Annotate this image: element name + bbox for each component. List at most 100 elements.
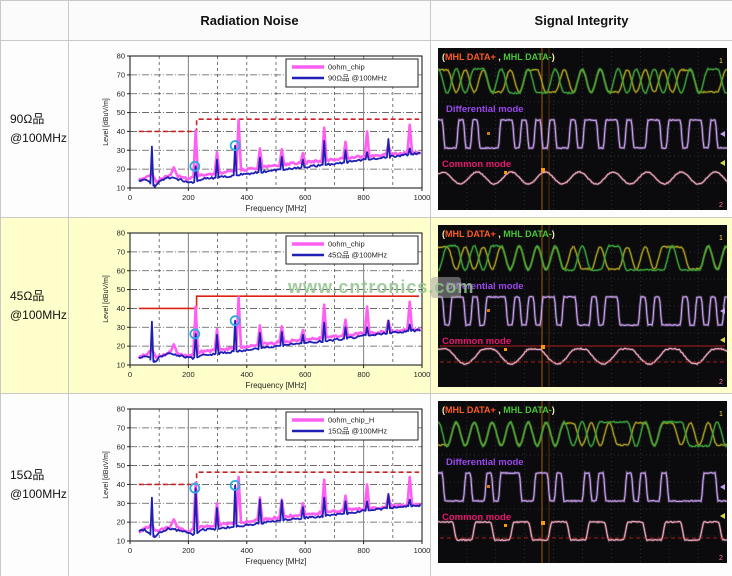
svg-text:400: 400 xyxy=(241,193,254,202)
svg-text:0: 0 xyxy=(128,370,132,379)
impedance-label: 45Ω品 xyxy=(10,288,45,303)
radiation-chart-45ohm: 10 20 30 40 50 60 70 80 0 200 400 600 800 1000 Frequen… xyxy=(100,225,430,396)
signal-integrity-title: Signal Integrity xyxy=(534,13,629,28)
signal-integrity-cell-45ohm: (MHL DATA+ , MHL DATA-) Differential mode… xyxy=(431,218,732,394)
svg-text:0ohm_chip_H: 0ohm_chip_H xyxy=(328,416,374,425)
svg-text:60: 60 xyxy=(117,89,125,98)
svg-text:60: 60 xyxy=(117,442,125,451)
oscilloscope-15ohm: (MHL DATA+ , MHL DATA-) Differential mode… xyxy=(437,401,728,568)
svg-text:200: 200 xyxy=(182,370,195,379)
radiation-noise-title: Radiation Noise xyxy=(200,13,299,28)
svg-text:20: 20 xyxy=(117,342,125,351)
watermark-backdrop xyxy=(431,277,461,298)
svg-text:10: 10 xyxy=(117,184,125,193)
svg-text:80: 80 xyxy=(117,229,125,238)
svg-text:Differential mode: Differential mode xyxy=(446,281,524,292)
svg-text:40: 40 xyxy=(117,480,125,489)
svg-text:Frequency [MHz]: Frequency [MHz] xyxy=(246,557,307,566)
svg-text:Level [dBuV/m]: Level [dBuV/m] xyxy=(103,451,110,499)
radiation-chart-90ohm: 10 20 30 40 50 60 70 80 0 200 400 600 800 1000 Frequen… xyxy=(100,48,430,219)
svg-text:Level [dBuV/m]: Level [dBuV/m] xyxy=(103,275,110,323)
svg-text:(MHL DATA+ , MHL DATA-): (MHL DATA+ , MHL DATA-) xyxy=(442,229,555,239)
svg-text:0ohm_chip: 0ohm_chip xyxy=(328,240,365,249)
column-header-signal-integrity: Signal Integrity xyxy=(431,1,732,41)
row-label-15ohm: 15Ω品 @100MHz xyxy=(1,394,69,576)
svg-text:60: 60 xyxy=(117,266,125,275)
radiation-chart-15ohm: 10 20 30 40 50 60 70 80 0 200 400 600 800 1000 Frequen… xyxy=(100,401,430,572)
svg-text:1000: 1000 xyxy=(414,370,430,379)
svg-text:50: 50 xyxy=(117,108,125,117)
svg-text:2: 2 xyxy=(719,202,723,209)
radiation-chart-cell-15ohm: 10 20 30 40 50 60 70 80 0 200 400 600 800 1000 Frequen… xyxy=(69,394,431,576)
oscilloscope-90ohm: (MHL DATA+ , MHL DATA-) Differential mode… xyxy=(437,48,728,215)
oscilloscope-svg: (MHL DATA+ , MHL DATA-) Differential mode… xyxy=(437,48,728,210)
svg-text:800: 800 xyxy=(357,370,370,379)
svg-text:600: 600 xyxy=(299,193,312,202)
svg-text:0: 0 xyxy=(128,546,132,555)
svg-text:10: 10 xyxy=(117,361,125,370)
svg-text:70: 70 xyxy=(117,423,125,432)
svg-text:1: 1 xyxy=(719,411,723,418)
svg-text:70: 70 xyxy=(117,247,125,256)
svg-text:2: 2 xyxy=(719,379,723,386)
svg-text:30: 30 xyxy=(117,323,125,332)
svg-text:400: 400 xyxy=(241,370,254,379)
column-header-radiation-noise: Radiation Noise xyxy=(69,1,431,41)
svg-text:40: 40 xyxy=(117,127,125,136)
svg-text:1000: 1000 xyxy=(414,193,430,202)
svg-text:800: 800 xyxy=(357,193,370,202)
svg-text:0: 0 xyxy=(128,193,132,202)
frequency-label: @100MHz xyxy=(10,487,67,501)
svg-text:1000: 1000 xyxy=(414,546,430,555)
signal-integrity-cell-90ohm: (MHL DATA+ , MHL DATA-) Differential mode… xyxy=(431,41,732,218)
impedance-label: 90Ω品 xyxy=(10,112,45,127)
svg-text:70: 70 xyxy=(117,70,125,79)
svg-text:600: 600 xyxy=(299,546,312,555)
svg-text:0ohm_chip: 0ohm_chip xyxy=(328,63,365,72)
svg-text:(MHL DATA+ , MHL DATA-): (MHL DATA+ , MHL DATA-) xyxy=(442,52,555,62)
svg-text:40: 40 xyxy=(117,304,125,313)
svg-text:90Ω品 @100MHz: 90Ω品 @100MHz xyxy=(328,74,387,83)
svg-text:30: 30 xyxy=(117,499,125,508)
svg-text:Frequency [MHz]: Frequency [MHz] xyxy=(246,381,307,390)
svg-text:Common mode: Common mode xyxy=(442,159,511,170)
radiation-chart-cell-45ohm: 10 20 30 40 50 60 70 80 0 200 400 600 800 1000 Frequen… xyxy=(69,218,431,394)
svg-text:1: 1 xyxy=(719,235,723,242)
svg-text:15Ω品 @100MHz: 15Ω品 @100MHz xyxy=(328,427,387,436)
frequency-label: @100MHz xyxy=(10,307,67,322)
svg-text:200: 200 xyxy=(182,546,195,555)
svg-text:45Ω品 @100MHz: 45Ω品 @100MHz xyxy=(328,251,387,260)
svg-text:80: 80 xyxy=(117,405,125,414)
svg-text:1: 1 xyxy=(719,58,723,65)
svg-text:400: 400 xyxy=(241,546,254,555)
svg-text:20: 20 xyxy=(117,165,125,174)
oscilloscope-45ohm: (MHL DATA+ , MHL DATA-) Differential mode… xyxy=(437,225,728,392)
oscilloscope-svg: (MHL DATA+ , MHL DATA-) Differential mode… xyxy=(437,225,728,387)
svg-text:Differential mode: Differential mode xyxy=(446,457,524,468)
svg-text:20: 20 xyxy=(117,518,125,527)
svg-text:200: 200 xyxy=(182,193,195,202)
svg-text:Differential mode: Differential mode xyxy=(446,104,524,115)
svg-text:600: 600 xyxy=(299,370,312,379)
row-label-45ohm: 45Ω品 @100MHz xyxy=(1,218,69,394)
svg-text:(MHL DATA+ , MHL DATA-): (MHL DATA+ , MHL DATA-) xyxy=(442,405,555,415)
svg-text:2: 2 xyxy=(719,555,723,562)
svg-text:10: 10 xyxy=(117,537,125,546)
svg-text:50: 50 xyxy=(117,461,125,470)
impedance-label: 15Ω品 xyxy=(10,468,45,483)
radiation-chart-cell-90ohm: 10 20 30 40 50 60 70 80 0 200 400 600 800 1000 Frequen… xyxy=(69,41,431,218)
svg-text:30: 30 xyxy=(117,146,125,155)
svg-text:Level [dBuV/m]: Level [dBuV/m] xyxy=(103,98,110,146)
svg-text:800: 800 xyxy=(357,546,370,555)
signal-integrity-cell-15ohm: (MHL DATA+ , MHL DATA-) Differential mode… xyxy=(431,394,732,576)
row-label-90ohm: 90Ω品 @100MHz xyxy=(1,41,69,218)
corner-cell xyxy=(1,1,69,41)
svg-text:50: 50 xyxy=(117,285,125,294)
frequency-label: @100MHz xyxy=(10,131,67,145)
oscilloscope-svg: (MHL DATA+ , MHL DATA-) Differential mode… xyxy=(437,401,728,563)
